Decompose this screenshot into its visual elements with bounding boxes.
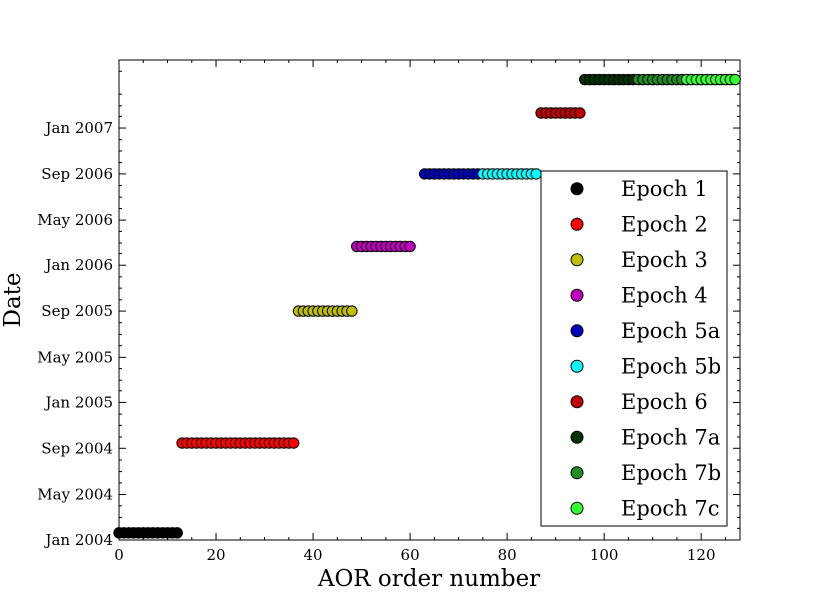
legend-entry: Epoch 2: [570, 212, 708, 236]
legend-label: Epoch 4: [621, 283, 708, 307]
x-tick-label: 120: [687, 546, 716, 564]
y-tick-label: May 2004: [37, 486, 113, 504]
legend-marker: [570, 182, 584, 196]
legend-label: Epoch 2: [621, 212, 708, 236]
x-tick-label: 0: [114, 546, 124, 564]
legend-label: Epoch 7a: [621, 425, 720, 449]
legend-marker: [570, 395, 584, 409]
series-epoch-1: [113, 527, 183, 539]
y-axis-title: Date: [0, 272, 26, 327]
legend-marker: [570, 253, 584, 267]
data-point: [171, 527, 183, 539]
legend-marker: [570, 466, 584, 480]
legend-label: Epoch 1: [621, 177, 708, 201]
x-tick-label: 20: [206, 546, 225, 564]
series-epoch-7a: [579, 73, 639, 86]
legend-marker: [570, 217, 584, 231]
legend-label: Epoch 3: [621, 248, 708, 272]
legend-entry: Epoch 1: [570, 177, 708, 201]
legend-entry: Epoch 7a: [570, 425, 720, 449]
data-point: [404, 240, 416, 253]
legend-entry: Epoch 5b: [570, 354, 721, 378]
x-tick-label: 40: [304, 546, 323, 564]
legend-entry: Epoch 7c: [570, 496, 720, 520]
legend-label: Epoch 6: [621, 390, 708, 414]
legend-marker: [570, 288, 584, 302]
legend-label: Epoch 7c: [621, 496, 720, 520]
y-tick-label: Sep 2006: [41, 165, 113, 183]
y-tick-label: May 2005: [37, 348, 113, 366]
x-tick-label: 100: [590, 546, 619, 564]
legend-entry: Epoch 5a: [570, 319, 720, 343]
data-point: [574, 107, 586, 119]
legend-marker: [570, 430, 584, 444]
series-epoch-6: [535, 107, 586, 119]
legend-label: Epoch 7b: [621, 461, 721, 485]
y-tick-label: Sep 2004: [41, 439, 113, 457]
legend-label: Epoch 5a: [621, 319, 720, 343]
series-epoch-2: [176, 437, 300, 449]
legend-marker: [570, 324, 584, 338]
legend-entry: Epoch 3: [570, 248, 708, 272]
data-point: [729, 73, 741, 86]
legend: Epoch 1 Epoch 2 Epoch 3 Epoch 4 Epoch 5a Epoc…: [540, 170, 728, 527]
legend-marker: [570, 359, 584, 373]
legend-marker: [570, 501, 584, 515]
data-series: [113, 73, 741, 539]
y-axis-ticks: Jan 2004 May 2004 Sep 2004 Jan 2005 May 2005…: [37, 59, 740, 549]
y-tick-label: Sep 2005: [41, 302, 113, 320]
y-tick-label: Jan 2007: [43, 119, 113, 137]
legend-box: [540, 170, 728, 527]
y-tick-label: Jan 2005: [43, 393, 113, 411]
y-tick-label: May 2006: [37, 211, 113, 229]
series-epoch-4: [351, 240, 416, 253]
data-point: [346, 305, 358, 317]
legend-label: Epoch 5b: [621, 354, 721, 378]
x-axis-title: AOR order number: [317, 566, 540, 592]
series-epoch-5b: [477, 168, 542, 180]
x-tick-label: 80: [498, 546, 517, 564]
legend-entry: Epoch 7b: [570, 461, 721, 485]
data-point: [287, 437, 300, 449]
series-epoch-3: [292, 305, 358, 317]
data-point: [530, 168, 542, 180]
x-axis-ticks: 0 20 40 60 80 100 120: [114, 60, 726, 564]
series-epoch-7c: [680, 73, 741, 86]
legend-entry: Epoch 4: [570, 283, 708, 307]
series-epoch-5a: [418, 168, 484, 180]
legend-entry: Epoch 6: [570, 390, 708, 414]
y-tick-label: Jan 2006: [43, 256, 113, 274]
x-tick-label: 60: [401, 546, 420, 564]
y-tick-label: Jan 2004: [43, 531, 113, 549]
